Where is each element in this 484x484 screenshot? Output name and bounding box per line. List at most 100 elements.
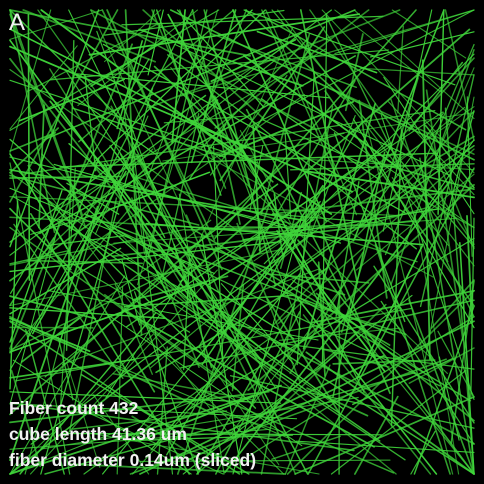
fiber-line <box>171 9 186 144</box>
fiber-line <box>170 67 258 181</box>
fiber-line <box>68 93 306 262</box>
fiber-line <box>69 261 191 333</box>
fiber-line <box>9 282 205 353</box>
fiber-line <box>40 87 154 475</box>
fiber-line <box>9 156 288 227</box>
fiber-line <box>413 305 475 475</box>
fiber-line <box>147 9 164 76</box>
fiber-line <box>286 289 475 475</box>
fiber-line <box>9 295 97 320</box>
fiber-count-text: Fiber count 432 <box>9 398 139 418</box>
fiber-line <box>49 100 261 360</box>
fiber-line <box>333 132 406 323</box>
fiber-line <box>179 28 471 283</box>
fiber-line <box>196 331 358 475</box>
fiber-line <box>9 317 91 353</box>
fiber-line <box>384 43 475 256</box>
fiber-line <box>176 202 271 475</box>
fiber-line <box>277 9 475 267</box>
fiber-line <box>356 245 424 379</box>
fiber-line <box>169 9 475 161</box>
fiber-line <box>352 118 475 329</box>
fiber-line <box>13 223 124 379</box>
fiber-line <box>273 193 283 255</box>
fiber-line <box>9 226 218 379</box>
fiber-line <box>124 99 219 189</box>
fiber-line <box>424 124 475 189</box>
fiber-line <box>30 211 105 235</box>
fiber-line <box>9 9 52 153</box>
fiber-line <box>370 31 475 58</box>
fiber-line <box>217 60 274 106</box>
fiber-line <box>359 207 427 228</box>
fiber-line <box>309 9 475 245</box>
fiber-line <box>110 105 270 421</box>
fiber-line <box>9 9 100 248</box>
fiber-line <box>421 59 431 360</box>
fiber-line <box>47 235 124 247</box>
fiber-line <box>239 129 292 224</box>
fiber-diameter-text: fiber diameter 0.14um (sliced) <box>9 450 257 470</box>
fiber-line <box>107 171 211 211</box>
fiber-line <box>90 9 318 131</box>
fiber-line <box>399 57 475 139</box>
fiber-line <box>247 183 475 392</box>
fiber-line <box>18 78 125 122</box>
fiber-line <box>198 126 333 215</box>
fiber-line <box>410 430 436 475</box>
fiber-line <box>265 9 358 216</box>
fiber-line <box>210 408 285 433</box>
fiber-line <box>150 272 301 451</box>
fiber-line <box>334 9 475 55</box>
fiber-line <box>48 290 319 341</box>
fiber-line <box>295 440 475 453</box>
fiber-line <box>38 104 45 229</box>
fiber-line <box>173 243 213 369</box>
fiber-line <box>131 275 229 301</box>
fiber-line <box>68 197 118 432</box>
fiber-line <box>12 359 192 475</box>
fiber-line <box>88 13 361 56</box>
fiber-line <box>374 243 451 475</box>
fiber-line <box>206 152 475 171</box>
fiber-line <box>208 147 448 374</box>
fiber-line <box>174 43 452 177</box>
fiber-line <box>102 43 406 214</box>
fiber-line <box>103 9 162 63</box>
fiber-line <box>75 97 156 155</box>
fiber-line <box>352 9 445 242</box>
fiber-line <box>397 25 404 114</box>
fiber-line <box>366 159 475 190</box>
fiber-line <box>264 272 370 284</box>
fiber-line <box>156 346 168 475</box>
fiber-line <box>302 314 432 475</box>
fiber-line <box>9 28 247 149</box>
fiber-line <box>204 9 266 69</box>
fiber-line <box>68 9 164 206</box>
fiber-line <box>9 9 56 234</box>
fiber-line <box>466 96 473 257</box>
fiber-line <box>466 215 473 324</box>
fiber-line <box>43 9 356 141</box>
fiber-line <box>146 337 285 475</box>
fiber-line <box>9 9 251 57</box>
fiber-line <box>396 185 475 229</box>
fiber-line <box>355 173 475 271</box>
fiber-line <box>37 9 194 309</box>
fiber-line <box>418 139 475 220</box>
fiber-line <box>9 333 154 475</box>
fiber-line <box>470 217 475 400</box>
fiber-line <box>284 364 331 475</box>
fiber-line <box>191 9 241 225</box>
fiber-line <box>261 9 338 178</box>
fiber-line <box>388 101 475 196</box>
fiber-line <box>271 435 341 460</box>
fiber-line <box>220 283 294 365</box>
fiber-line <box>335 180 360 317</box>
fiber-line <box>9 393 212 475</box>
fiber-lines <box>9 9 475 475</box>
fiber-line <box>332 359 436 365</box>
fiber-line <box>86 214 441 387</box>
fiber-line <box>444 110 475 224</box>
fiber-line <box>414 213 460 475</box>
